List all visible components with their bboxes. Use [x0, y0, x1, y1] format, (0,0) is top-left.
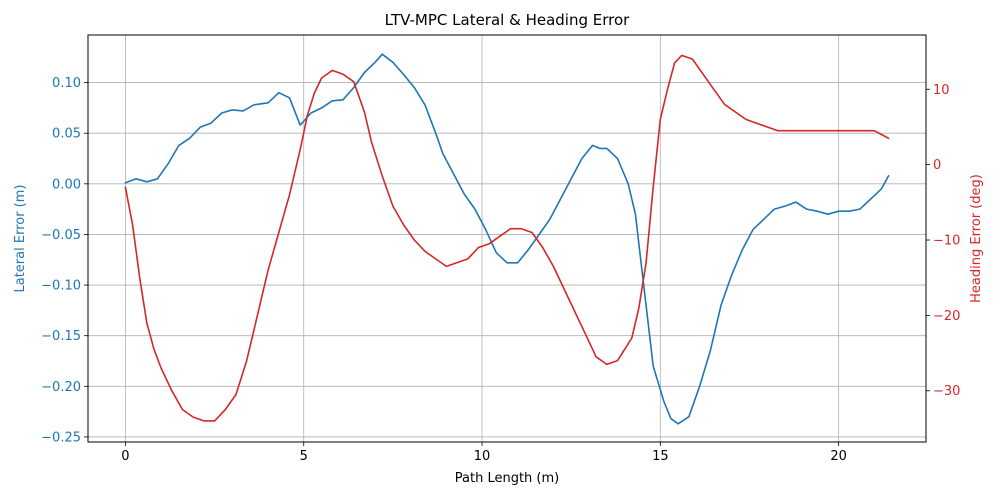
left-y-tick-label: −0.20	[41, 380, 81, 395]
x-tick-label: 20	[830, 449, 847, 464]
x-tick-label: 0	[121, 449, 129, 464]
left-y-tick-label: 0.00	[52, 177, 81, 192]
x-tick-label: 15	[652, 449, 669, 464]
left-y-tick-label: −0.25	[41, 430, 81, 445]
lateral-error-line	[124, 53, 890, 425]
grid	[88, 35, 926, 442]
x-tick-label: 5	[300, 449, 308, 464]
heading-error-line	[124, 54, 890, 422]
left-y-axis-label: Lateral Error (m)	[13, 185, 28, 293]
left-y-tick-label: −0.10	[41, 279, 81, 294]
left-y-tick-label: −0.05	[41, 228, 81, 243]
series-layer	[124, 53, 890, 425]
plot-area-frame	[87, 34, 927, 443]
x-axis-label: Path Length (m)	[455, 471, 559, 486]
right-y-tick-label: −20	[933, 309, 960, 324]
right-y-tick-label: −30	[933, 384, 960, 399]
right-y-axis-label: Heading Error (deg)	[969, 174, 984, 303]
left-y-tick-label: 0.10	[52, 76, 81, 91]
left-y-tick-label: 0.05	[52, 127, 81, 142]
right-y-tick-label: 10	[933, 83, 950, 98]
axes: 0 5 10 15 20 −0.25 −0.20 −0.15 −0.10 −0.05 0.00 0.0…	[41, 76, 960, 464]
right-y-tick-label: −10	[933, 234, 960, 249]
x-tick-label: 10	[474, 449, 491, 464]
left-y-tick-label: −0.15	[41, 329, 81, 344]
right-y-tick-label: 0	[933, 158, 941, 173]
chart-title: LTV-MPC Lateral & Heading Error	[385, 11, 630, 29]
